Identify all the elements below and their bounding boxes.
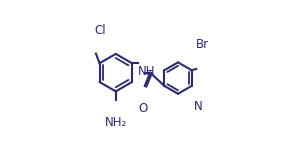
Text: O: O [138, 102, 147, 115]
Text: N: N [194, 100, 203, 113]
Text: Cl: Cl [94, 24, 106, 37]
Text: NH: NH [138, 65, 156, 78]
Text: Br: Br [196, 38, 209, 51]
Text: NH₂: NH₂ [105, 116, 127, 129]
